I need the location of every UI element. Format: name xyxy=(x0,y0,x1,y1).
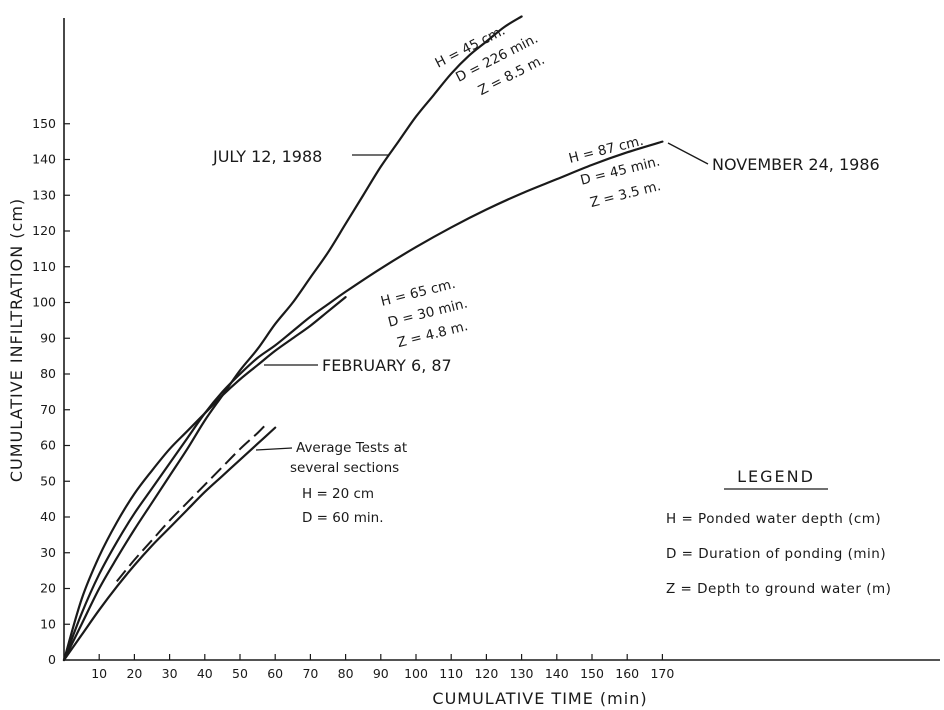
y-tick-label: 100 xyxy=(32,295,56,310)
y-tick-label: 140 xyxy=(32,152,56,167)
x-tick-label: 120 xyxy=(474,666,498,681)
legend: LEGEND H = Ponded water depth (cm) D = D… xyxy=(666,467,891,597)
x-tick-label: 110 xyxy=(439,666,463,681)
y-axis-title: CUMULATIVE INFILTRATION (cm) xyxy=(7,198,26,482)
avg-label-h: H = 20 cm xyxy=(302,486,374,502)
x-tick-label: 90 xyxy=(373,666,389,681)
x-tick-label: 100 xyxy=(404,666,428,681)
y-tick-label: 80 xyxy=(40,366,56,381)
y-tick-label: 30 xyxy=(40,545,56,560)
legend-item-h: H = Ponded water depth (cm) xyxy=(666,511,881,527)
legend-item-d: D = Duration of ponding (min) xyxy=(666,546,886,562)
july-conditions: H = 45 cm. D = 226 min. Z = 8.5 m. xyxy=(433,23,548,99)
y-tick-label: 50 xyxy=(40,473,56,488)
feb-conditions: H = 65 cm. D = 30 min. Z = 4.8 m. xyxy=(379,276,470,351)
x-tick-label: 150 xyxy=(580,666,604,681)
x-tick-label: 20 xyxy=(126,666,142,681)
y-tick-label: 130 xyxy=(32,187,56,202)
y-tick-label: 40 xyxy=(40,509,56,524)
leader-avg xyxy=(255,447,293,451)
x-tick-label: 60 xyxy=(267,666,283,681)
x-axis-title: CUMULATIVE TIME (min) xyxy=(432,689,647,708)
x-tick-label: 50 xyxy=(232,666,248,681)
x-tick-label: 80 xyxy=(338,666,354,681)
x-axis-ticks: 10 20 30 40 50 60 70 80 90 100 110 120 130 140 150 160 1… xyxy=(91,654,674,681)
x-tick-label: 160 xyxy=(615,666,639,681)
nov-1986-curve xyxy=(62,140,664,662)
y-tick-label: 110 xyxy=(32,259,56,274)
x-tick-label: 40 xyxy=(197,666,213,681)
feb-87-curve xyxy=(62,296,347,662)
x-tick-label: 10 xyxy=(91,666,107,681)
y-axis-ticks: 0 10 20 30 40 50 60 70 80 90 100 110 120 130 140 150 xyxy=(32,116,70,667)
y-tick-label: 90 xyxy=(40,330,56,345)
legend-item-z: Z = Depth to ground water (m) xyxy=(666,581,891,597)
series-label-feb-87: FEBRUARY 6, 87 xyxy=(322,356,452,375)
nov-conditions: H = 87 cm. D = 45 min. Z = 3.5 m. xyxy=(567,133,662,211)
y-tick-label: 150 xyxy=(32,116,56,131)
y-tick-label: 120 xyxy=(32,223,56,238)
leader-nov-1986 xyxy=(667,142,709,165)
x-tick-label: 140 xyxy=(545,666,569,681)
y-tick-label: 20 xyxy=(40,581,56,596)
x-tick-label: 30 xyxy=(162,666,178,681)
y-tick-label: 60 xyxy=(40,438,56,453)
average-tests-dashed-curve xyxy=(116,425,266,582)
x-tick-label: 170 xyxy=(650,666,674,681)
y-tick-label: 0 xyxy=(48,652,56,667)
series-curves xyxy=(62,15,664,662)
x-tick-label: 130 xyxy=(510,666,534,681)
avg-label-line2: several sections xyxy=(290,460,399,476)
avg-label-line1: Average Tests at xyxy=(296,440,407,456)
series-label-july-1988: JULY 12, 1988 xyxy=(212,147,322,166)
y-tick-label: 70 xyxy=(40,402,56,417)
average-tests-curve xyxy=(62,426,277,662)
y-tick-label: 10 xyxy=(40,616,56,631)
series-label-nov-1986: NOVEMBER 24, 1986 xyxy=(712,155,880,174)
x-tick-label: 70 xyxy=(302,666,318,681)
legend-title: LEGEND xyxy=(737,467,815,486)
july-1988-curve xyxy=(62,15,523,662)
avg-label-d: D = 60 min. xyxy=(302,510,384,526)
